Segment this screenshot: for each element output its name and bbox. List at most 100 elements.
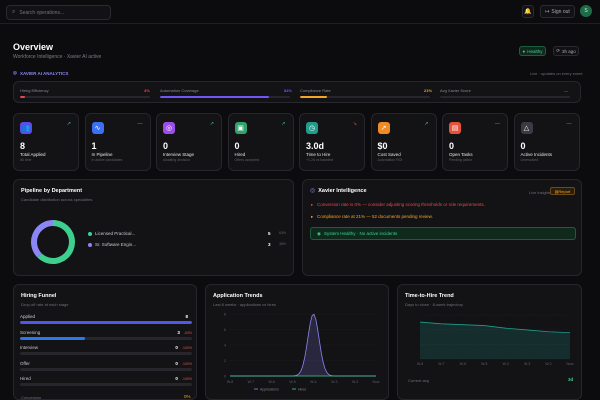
tth-current-value: 3d	[568, 377, 574, 382]
alert-text: Compliance rate at 21% — 52 documents pe…	[317, 214, 433, 219]
pipeline-donut	[31, 220, 75, 264]
sparkle-icon: ◎	[13, 70, 17, 75]
time-to-hire-chart: W-8 W-7 W-6 W-5 W-4 W-3 W-2 Now	[417, 314, 574, 366]
analytics-panel: Hiring Efficiency 4% Automation Coverage 84…	[13, 81, 581, 103]
page-title: Overview	[13, 42, 54, 52]
funnel-dropoff: -100%	[181, 361, 192, 366]
trend-indicator: —	[137, 121, 143, 127]
legend-dot	[88, 243, 92, 247]
kpi-card[interactable]: 👥 ↗ 8 Total Applied All time	[13, 113, 79, 171]
alert-icon: △	[520, 122, 533, 134]
metric-label: Avg Xavier Score	[440, 88, 471, 93]
kpi-card[interactable]: ▣ ↗ 0 Hired Offers accepted	[227, 113, 294, 171]
funnel-stage-label: Offer	[20, 360, 30, 366]
x-tick-label: Now	[566, 362, 573, 366]
funnel-stage-label: Screening	[20, 329, 41, 335]
funnel-bar	[20, 383, 192, 386]
pipeline-item-pct: 63%	[279, 231, 287, 235]
report-button[interactable]: ▤ Report	[550, 187, 575, 195]
sign-out-button[interactable]: ↦ Sign out	[540, 5, 575, 18]
pipeline-item-label: Sr. Software Engin...	[95, 242, 137, 247]
x-tick-label: W-2	[352, 380, 358, 384]
x-tick-label: W-2	[545, 362, 551, 366]
trending-icon: ↗	[377, 122, 390, 134]
trend-indicator: ↘	[352, 121, 357, 127]
x-tick-label: W-8	[417, 362, 423, 366]
notifications-button[interactable]: 🔔	[522, 5, 534, 18]
funnel-stage-label: Applied	[20, 314, 36, 319]
alert-arrow-icon: ▸	[311, 202, 314, 207]
donut-slice	[37, 220, 75, 264]
trends-title: Application Trends	[213, 293, 263, 299]
kpi-value: 0	[449, 141, 455, 151]
kpi-label: Total Applied	[20, 152, 46, 157]
metric-value: 4%	[144, 88, 150, 93]
tth-area	[420, 322, 570, 359]
users-icon: 👥	[20, 122, 32, 134]
kpi-card[interactable]: ↗ ↗ $0 Cost Saved Automation ROI	[370, 113, 437, 171]
pipeline-subtitle: Candidate distribution across specialtie…	[21, 197, 93, 202]
metric-value: —	[564, 88, 568, 93]
kpi-card[interactable]: ◎ ↗ 0 Interview Stage Awaiting decision	[156, 113, 222, 171]
alert-arrow-icon: ▸	[311, 214, 314, 219]
kpi-label: In Pipeline	[91, 152, 113, 157]
avatar[interactable]: S	[580, 5, 592, 17]
legend-label: Hires	[298, 387, 306, 391]
kpi-label: Open Tasks	[449, 152, 473, 157]
pipeline-item-count: 5	[268, 231, 271, 236]
sign-out-icon: ↦	[545, 8, 550, 15]
kpi-card[interactable]: ◷ ↘ 3.0d Time to Hire +1.2d vs baseline	[299, 113, 365, 171]
legend-dot	[88, 232, 92, 236]
legend-label: Applications	[260, 387, 279, 391]
x-tick-label: W-4	[503, 362, 509, 366]
xavier-card: ◎ Xavier Intelligence Live insights ▤ Rep…	[302, 179, 582, 276]
trend-indicator: ↗	[281, 121, 286, 127]
search-icon: ⌕	[12, 9, 16, 15]
kpi-card[interactable]: ▤ — 0 Open Tasks Pending action	[442, 113, 508, 171]
y-tick-label: 6	[224, 328, 226, 332]
search-input[interactable]	[19, 9, 100, 16]
kpi-subtext: In active candidates	[91, 158, 123, 162]
metric-label: Hiring Efficiency	[20, 88, 49, 93]
x-tick-label: W-4	[310, 380, 316, 384]
funnel-stage: Screening 3 -63%	[20, 330, 192, 340]
funnel-dropoff: -100%	[181, 377, 192, 381]
funnel-stage: Offer 0 -100%	[20, 361, 192, 371]
kpi-label: Active Incidents	[520, 152, 553, 157]
trend-indicator: ↗	[209, 121, 214, 127]
xavier-icon: ◎	[310, 188, 316, 194]
xavier-live-label: Live insights	[529, 190, 552, 195]
funnel-stage-value: 0	[175, 376, 178, 381]
funnel-stage: Hired 0 -100%	[20, 376, 192, 386]
kpi-value: 8	[20, 141, 26, 151]
y-tick-label: 0	[224, 375, 226, 379]
tth-title: Time-to-Hire Trend	[405, 293, 454, 299]
kpi-value: 1	[91, 141, 97, 151]
kpi-card[interactable]: △ — 0 Active Incidents Unresolved	[513, 113, 580, 171]
search-box[interactable]: ⌕	[6, 5, 111, 20]
analytics-note: Live · updates on every event	[530, 71, 583, 76]
metric-progress-fill	[20, 96, 26, 98]
y-tick-label: 2	[224, 359, 226, 363]
sign-out-label: Sign out	[551, 8, 570, 15]
trends-subtitle: Last 8 weeks · applications vs hires	[213, 302, 276, 307]
conversion-value: 0%	[184, 394, 191, 399]
x-tick-label: W-6	[269, 380, 275, 384]
x-tick-label: W-6	[460, 362, 466, 366]
metric-value: 21%	[424, 88, 433, 93]
kpi-subtext: Offers accepted	[234, 158, 260, 162]
kpi-value: 0	[234, 141, 240, 151]
donut-slice	[31, 220, 54, 258]
target-icon: ◎	[163, 122, 175, 134]
kpi-label: Hired	[234, 152, 246, 157]
time-to-hire-card: Time-to-Hire Trend Days to close · 8-wee…	[397, 284, 582, 400]
kpi-card[interactable]: ∿ — 1 In Pipeline In active candidates	[84, 113, 151, 171]
trend-indicator: ↗	[66, 121, 71, 127]
x-tick-label: W-3	[331, 380, 337, 384]
refresh-button[interactable]: ⟳ 3h ago	[553, 46, 579, 56]
conversion-label: Conversion	[21, 395, 42, 400]
bell-icon: 🔔	[524, 9, 532, 15]
report-label: Report	[558, 188, 571, 194]
application-trends-card: Application Trends Last 8 weeks · applic…	[205, 284, 389, 400]
funnel-bar	[20, 336, 192, 340]
